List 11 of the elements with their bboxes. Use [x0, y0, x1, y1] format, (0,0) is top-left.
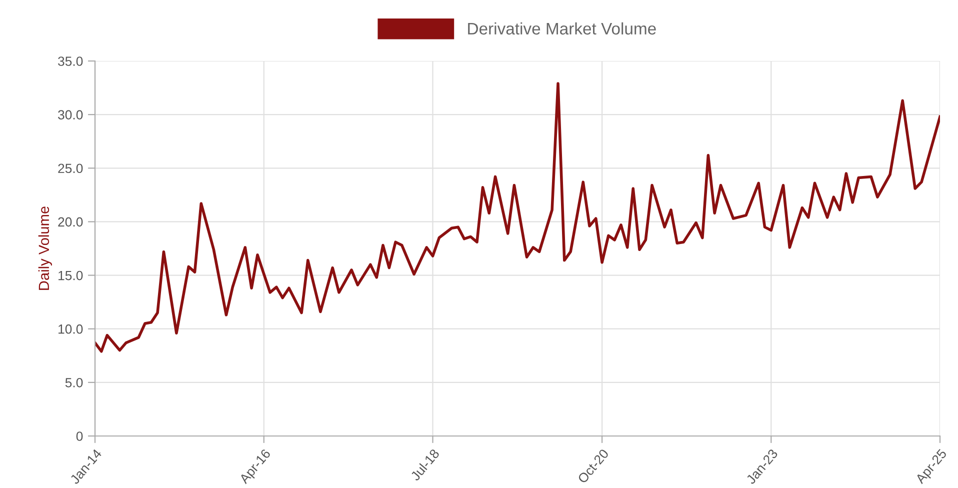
- y-tick-label: 10.0: [58, 324, 83, 334]
- legend-label: Derivative Market Volume: [468, 22, 656, 35]
- y-tick-label: 15.0: [58, 270, 83, 280]
- y-tick-label: 20.0: [58, 217, 83, 227]
- y-tick-label: 0: [76, 432, 83, 441]
- y-tick-label: 25.0: [58, 164, 83, 174]
- line-series: [95, 82, 940, 353]
- y-tick-label: 5.0: [65, 378, 83, 388]
- y-tick-label: 30.0: [58, 110, 83, 120]
- y-axis-title: Daily Volume: [38, 206, 52, 290]
- y-tick-label: 35.0: [58, 56, 83, 66]
